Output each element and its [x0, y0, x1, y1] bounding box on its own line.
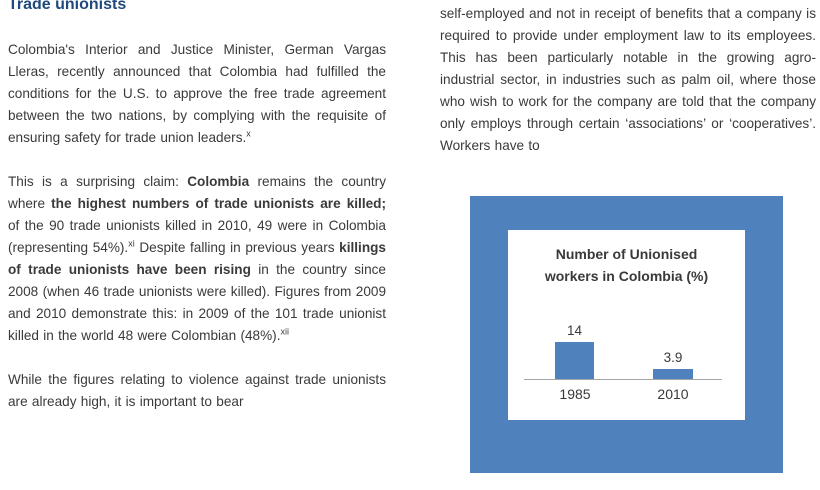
text-run: killings of trade unionists have been ri… — [8, 240, 386, 277]
x-tick-2010: 2010 — [657, 386, 689, 402]
bar-group-1985: 14 — [555, 323, 594, 379]
text-run: the highest numbers of trade unionists a… — [51, 196, 386, 211]
paragraph-violence-figures: While the figures relating to violence a… — [8, 369, 386, 413]
text-run: remains the country where — [8, 174, 386, 211]
endnote-ref: xii — [280, 326, 289, 337]
paragraph-killings-statistics: This is a surprising claim: Colombia rem… — [8, 171, 386, 347]
x-tick-1985: 1985 — [559, 386, 591, 402]
text-run: Despite falling in previous years — [134, 240, 340, 255]
section-heading: Trade unionists — [8, 0, 127, 13]
text-run: self-employed and not in receipt of bene… — [440, 6, 816, 153]
bar-chart: Number of Unionised workers in Colombia … — [508, 230, 745, 420]
text-run: While the figures relating to violence a… — [8, 372, 386, 409]
text-run: This is a surprising claim: — [8, 174, 188, 189]
endnote-ref: xi — [128, 238, 135, 249]
endnote-ref: x — [246, 128, 251, 139]
chart-frame: Number of Unionised workers in Colombia … — [470, 196, 783, 473]
right-column: self-employed and not in receipt of bene… — [440, 0, 816, 490]
text-run: Colombia's Interior and Justice Minister… — [8, 42, 386, 145]
text-run: Colombia — [187, 174, 250, 189]
text-run: of the 90 trade unionists killed in 2010… — [8, 218, 386, 255]
x-axis-labels: 1985 2010 — [524, 386, 722, 406]
bar-value-label: 3.9 — [663, 350, 683, 365]
paragraph-cooperatives: self-employed and not in receipt of bene… — [440, 3, 816, 157]
chart-plot-area: 14 3.9 — [524, 230, 722, 380]
bar-2010 — [653, 369, 693, 379]
bar-1985 — [555, 342, 594, 379]
chart-title: Number of Unionised workers in Colombia … — [544, 246, 709, 284]
text-run: in the country since 2008 (when 46 trade… — [8, 262, 386, 343]
left-column: Trade unionists Colombia's Interior and … — [8, 0, 386, 413]
paragraph-trade-agreement: Colombia's Interior and Justice Minister… — [8, 39, 386, 149]
bar-group-2010: 3.9 — [653, 350, 693, 379]
bar-value-label: 14 — [566, 323, 583, 338]
